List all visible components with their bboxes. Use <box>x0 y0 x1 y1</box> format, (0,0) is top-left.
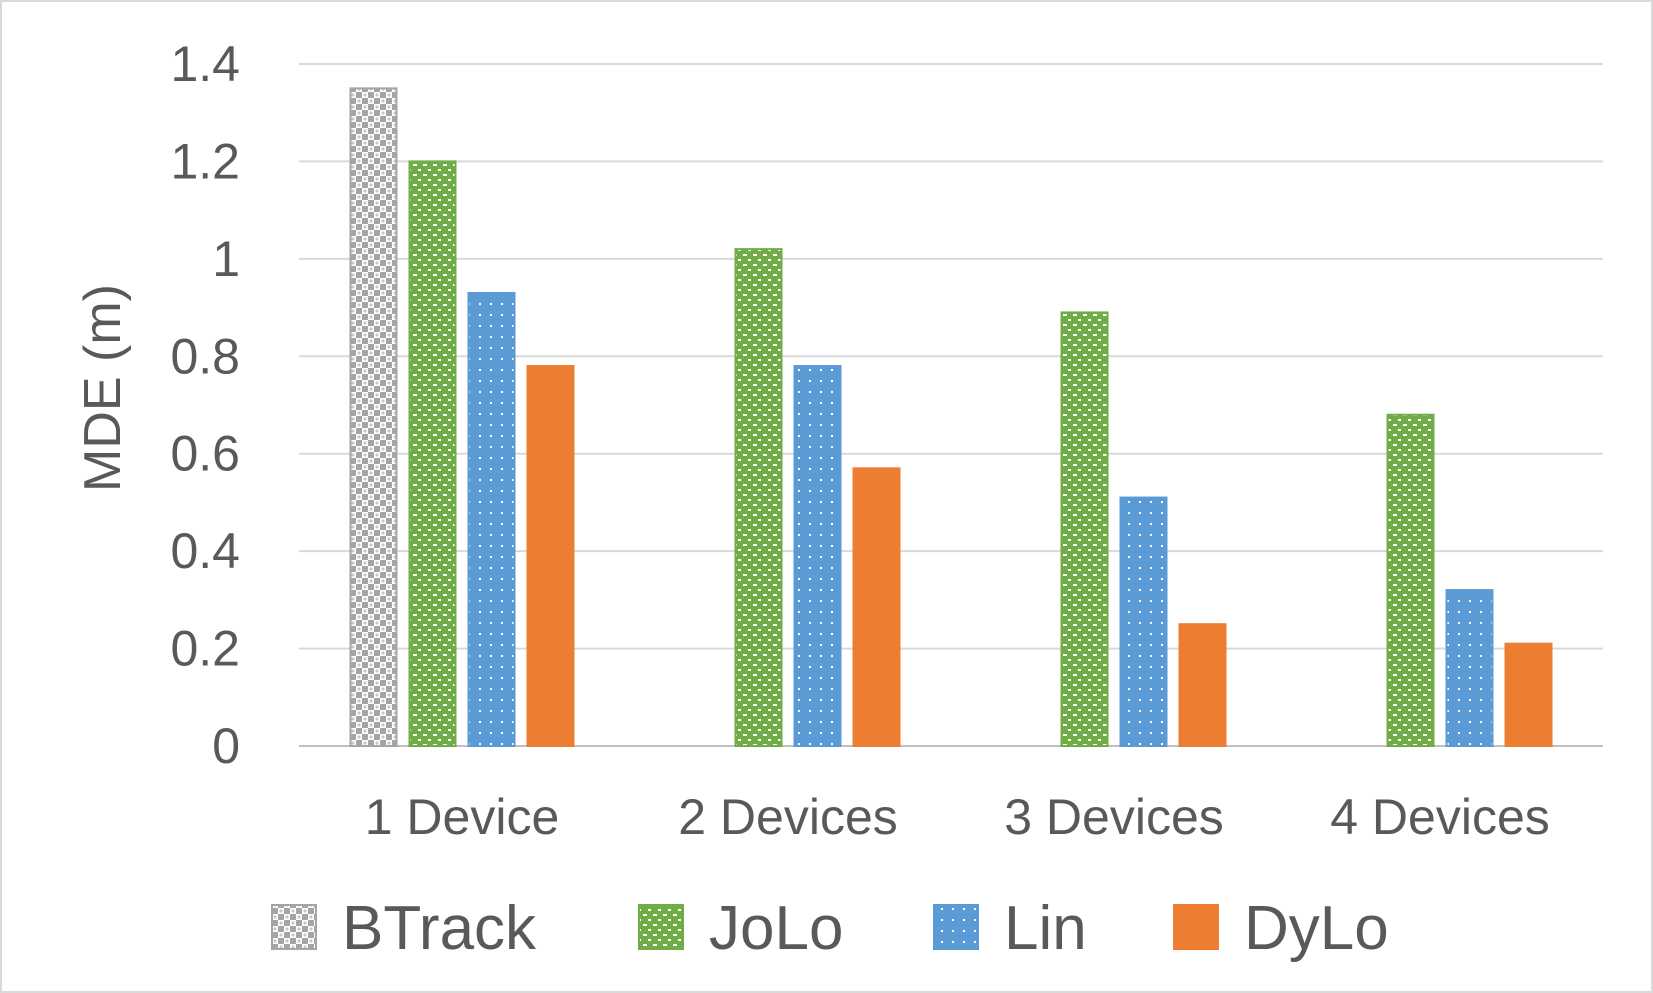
legend: BTrack JoLo Lin DyLo <box>271 894 1389 963</box>
bar-dylo-1 <box>526 365 575 747</box>
bar-lin-2 <box>793 365 842 747</box>
y-tick-label: 0.4 <box>170 523 240 579</box>
gridlines <box>299 63 1603 747</box>
x-tick-label: 1 Device <box>365 789 560 845</box>
bar-lin-3 <box>1119 496 1168 747</box>
y-tick-label: 0.8 <box>170 328 240 384</box>
legend-swatch-jolo <box>638 904 684 950</box>
bar-btrack-1 <box>349 87 398 748</box>
bar-dylo-2 <box>852 467 901 747</box>
x-tick-label: 2 Devices <box>678 789 898 845</box>
legend-label-btrack: BTrack <box>342 894 537 963</box>
legend-label-lin: Lin <box>1004 894 1087 963</box>
bars <box>349 87 1553 748</box>
legend-label-dylo: DyLo <box>1244 894 1389 963</box>
legend-swatch-lin <box>933 904 979 950</box>
legend-swatch-dylo <box>1173 904 1219 950</box>
bar-dylo-3 <box>1178 623 1227 748</box>
bar-lin-4 <box>1445 589 1494 747</box>
x-tick-label: 4 Devices <box>1330 789 1550 845</box>
y-tick-label: 0.6 <box>170 426 240 482</box>
legend-label-jolo: JoLo <box>709 894 843 963</box>
y-axis-title: MDE (m) <box>74 284 132 492</box>
bar-jolo-1 <box>408 160 457 747</box>
legend-swatch-btrack <box>271 904 317 950</box>
x-tick-label: 3 Devices <box>1004 789 1224 845</box>
bar-jolo-4 <box>1386 413 1435 747</box>
bar-dylo-4 <box>1504 642 1553 748</box>
bar-lin-1 <box>467 291 516 747</box>
y-tick-label: 1.2 <box>170 133 240 189</box>
bar-jolo-3 <box>1060 311 1109 747</box>
y-tick-label: 0.2 <box>170 621 240 677</box>
y-tick-label: 0 <box>212 718 240 774</box>
y-tick-label: 1.4 <box>170 36 240 92</box>
y-tick-label: 1 <box>212 231 240 287</box>
bar-jolo-2 <box>734 248 783 747</box>
x-axis-ticks: 1 Device 2 Devices 3 Devices 4 Devices <box>365 789 1550 845</box>
y-axis-ticks: 0 0.2 0.4 0.6 0.8 1 1.2 1.4 <box>170 36 240 774</box>
